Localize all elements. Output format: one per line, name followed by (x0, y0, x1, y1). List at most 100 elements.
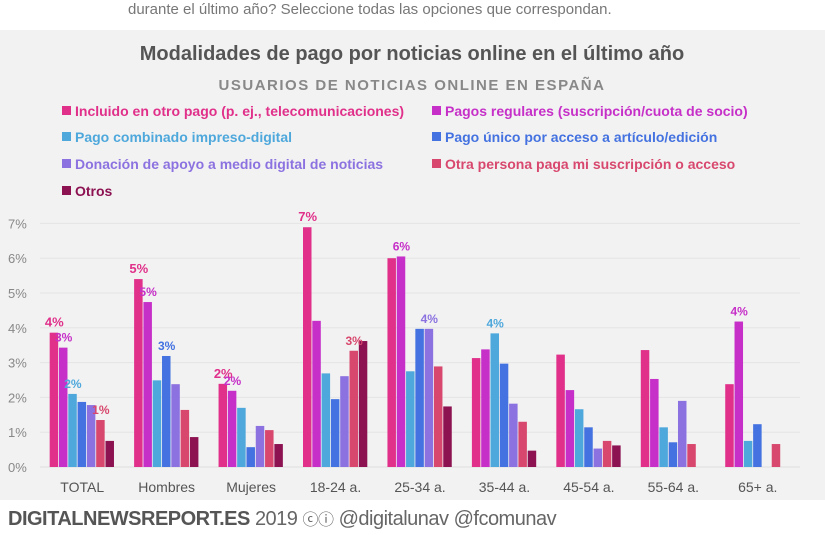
bar (499, 363, 509, 467)
y-tick-label: 2% (8, 390, 27, 405)
bar (274, 444, 283, 467)
bar (406, 371, 415, 467)
bar (152, 380, 162, 467)
footer-handle-fcomunav[interactable]: @fcomunav (453, 508, 557, 530)
legend-label: Otra persona paga mi suscripción o acces… (445, 156, 735, 172)
bar (134, 279, 143, 467)
bar (725, 384, 734, 467)
bar (49, 332, 59, 467)
bar (518, 421, 527, 467)
data-label: 2% (64, 377, 82, 391)
bar (237, 407, 246, 467)
grid: 0%1%2%3%4%5%6%7%TOTAL Hombres Mujeres 18-24… (8, 216, 800, 495)
bar (349, 350, 359, 467)
question-text: durante el último año? Seleccione todas … (128, 1, 612, 18)
bar (509, 403, 518, 467)
bar (77, 401, 87, 467)
bar (143, 302, 152, 467)
bar (86, 405, 96, 467)
x-tick-label: 35-44 a. (479, 479, 530, 495)
bar (471, 358, 481, 467)
data-label: 2% (214, 366, 233, 381)
bar (677, 400, 687, 467)
data-label: 2% (224, 374, 242, 388)
bar (303, 227, 312, 467)
chart-subtitle: USUARIOS DE NOTICIAS ONLINE EN ESPAÑA (219, 76, 606, 94)
bar (490, 333, 499, 467)
legend-swatch (432, 106, 441, 115)
bar (58, 347, 68, 467)
data-label: 6% (393, 239, 411, 253)
data-label: 1% (92, 403, 110, 417)
bar (527, 450, 537, 467)
legend-label: Pago único por acceso a artículo/edición (445, 129, 717, 145)
bar (424, 328, 434, 467)
legend-item: Otra persona paga mi suscripción o acces… (432, 156, 735, 172)
bar (105, 440, 114, 467)
bar (265, 430, 274, 467)
legend-item: Pago único por acceso a artículo/edición (432, 129, 717, 145)
bar (415, 328, 424, 467)
x-tick-label: 18-24 a. (310, 479, 361, 495)
x-tick-label: 25-34 a. (394, 479, 445, 495)
data-label: 4% (486, 316, 504, 330)
legend: Incluido en otro pago (p. ej., telecomun… (62, 103, 748, 199)
bar (565, 390, 575, 467)
bar (574, 409, 584, 467)
footer-handle-digitalunav[interactable]: @digitalunav (338, 508, 449, 530)
x-tick-label: Hombres (138, 479, 195, 495)
data-label: 5% (139, 285, 157, 299)
bar (602, 440, 612, 467)
legend-label: Otros (75, 183, 113, 199)
bar (68, 393, 77, 467)
bar (481, 349, 490, 467)
y-tick-label: 3% (8, 356, 27, 371)
bar (743, 440, 753, 467)
bar-chart: Modalidades de pago por noticias online … (8, 43, 800, 495)
x-tick-label: 55-64 a. (648, 479, 699, 495)
data-label: 5% (129, 261, 148, 276)
footer-site: DIGITALNEWSREPORT.ES (8, 508, 250, 530)
bar (321, 373, 331, 467)
bar (312, 320, 321, 467)
bar (593, 448, 603, 467)
data-label: 4% (421, 312, 439, 326)
bar (180, 409, 190, 467)
bar (433, 366, 443, 467)
bar (753, 424, 762, 467)
bar (443, 406, 452, 467)
x-tick-label: 65+ a. (738, 479, 777, 495)
legend-item: Incluido en otro pago (p. ej., telecomun… (62, 103, 404, 119)
legend-item: Pago combinado impreso-digital (62, 129, 292, 145)
data-labels: 4%3%2%1%5%5%3%2%2%7%3%6%4% 4%4% (45, 209, 748, 417)
data-label: 4% (45, 315, 64, 330)
legend-item: Donación de apoyo a medio digital de not… (62, 156, 383, 172)
legend-swatch (432, 132, 441, 141)
footer: DIGITALNEWSREPORT.ES 2019 ⓒⓘ @digitaluna… (8, 506, 557, 531)
x-tick-label: TOTAL (60, 479, 104, 495)
legend-label: Donación de apoyo a medio digital de not… (75, 156, 383, 172)
chart-title: Modalidades de pago por noticias online … (140, 43, 685, 65)
legend-label: Pago combinado impreso-digital (75, 129, 292, 145)
x-tick-label: 45-54 a. (563, 479, 614, 495)
bar (340, 376, 349, 467)
data-label: 3% (158, 339, 176, 353)
y-tick-label: 0% (8, 460, 27, 475)
legend-swatch (62, 186, 71, 195)
legend-item: Otros (62, 183, 113, 199)
bar (255, 425, 265, 467)
bar (96, 420, 105, 467)
legend-label: Pagos regulares (suscripción/cuota de so… (445, 103, 748, 119)
footer-year: 2019 (254, 508, 298, 530)
bar (387, 258, 396, 467)
bar (330, 399, 340, 467)
data-label: 4% (731, 305, 749, 319)
x-tick-label: Mujeres (226, 479, 276, 495)
bar (246, 447, 255, 467)
y-tick-label: 5% (8, 286, 27, 301)
legend-swatch (62, 132, 71, 141)
bar (396, 256, 406, 467)
bar (556, 354, 565, 467)
bar (171, 384, 180, 467)
data-label: 7% (298, 209, 317, 224)
